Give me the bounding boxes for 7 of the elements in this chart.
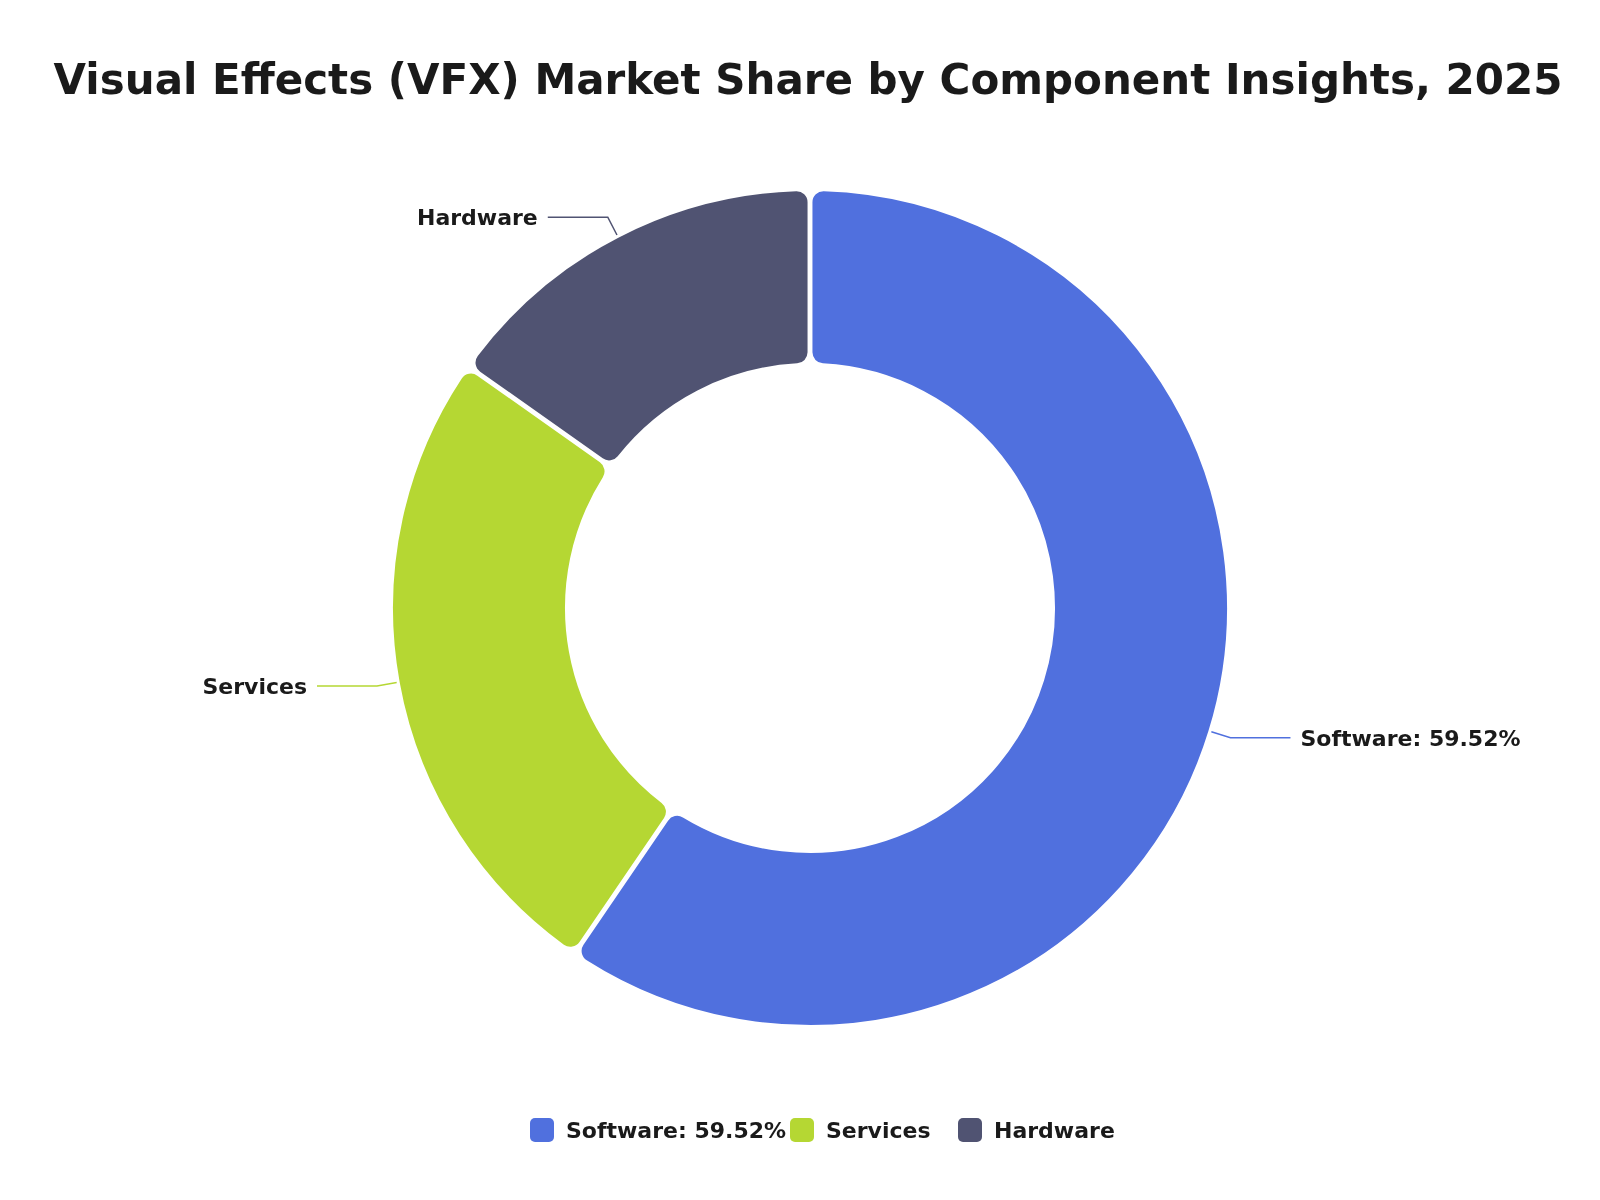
slice-label: Hardware xyxy=(416,205,538,231)
slice-label: Services xyxy=(202,674,307,700)
slice-label: Software: 59.52% xyxy=(1300,725,1521,751)
chart-title: Visual Effects (VFX) Market Share by Component Insights, 2025 xyxy=(53,55,1563,104)
legend-label: Hardware xyxy=(994,1118,1115,1143)
legend-label: Services xyxy=(826,1118,931,1143)
legend-label: Software: 59.52% xyxy=(566,1118,787,1143)
